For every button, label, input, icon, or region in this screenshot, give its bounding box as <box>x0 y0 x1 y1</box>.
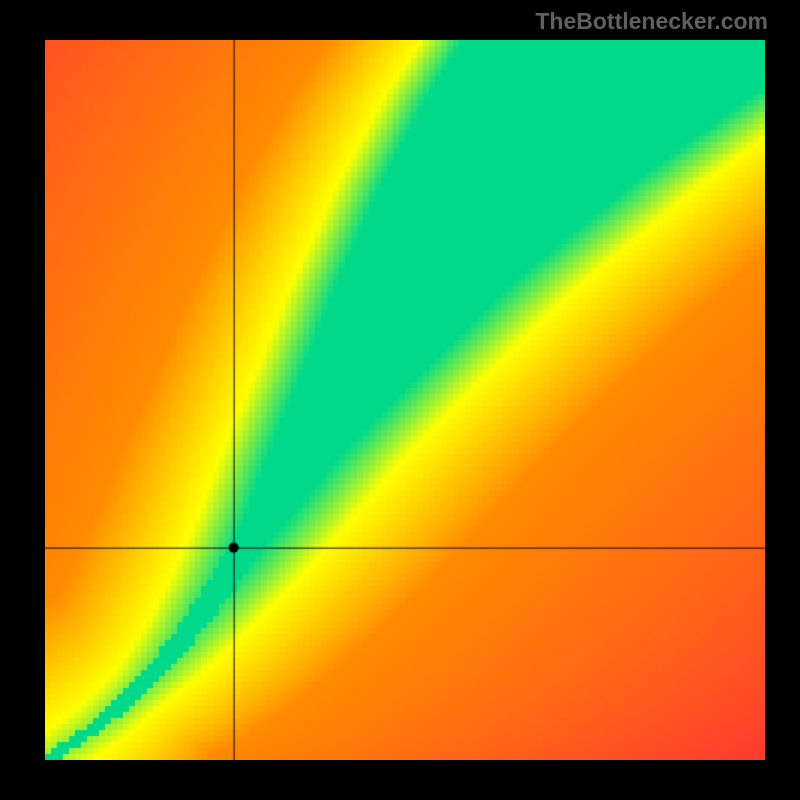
watermark-text: TheBottlenecker.com <box>535 8 768 35</box>
bottleneck-heatmap <box>45 40 765 760</box>
chart-container: TheBottlenecker.com <box>0 0 800 800</box>
